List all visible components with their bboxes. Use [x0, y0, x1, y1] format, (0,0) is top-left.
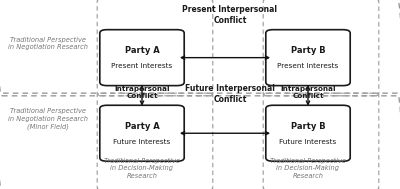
- Text: Present Interpersonal
Conflict: Present Interpersonal Conflict: [182, 5, 278, 25]
- Text: Future Interpersonal
Conflict: Future Interpersonal Conflict: [185, 84, 275, 104]
- Text: Traditional Perspective
in Negotiation Research: Traditional Perspective in Negotiation R…: [8, 36, 88, 50]
- Text: Traditional Perspective
in Decision-Making
Research: Traditional Perspective in Decision-Maki…: [270, 157, 346, 179]
- Text: Party A: Party A: [125, 46, 159, 55]
- Text: Party B: Party B: [291, 46, 325, 55]
- Text: Traditional Perspective
in Decision-Making
Research: Traditional Perspective in Decision-Maki…: [104, 157, 180, 179]
- Text: Traditional Perspective
in Negotiation Research
(Minor Field): Traditional Perspective in Negotiation R…: [8, 108, 88, 130]
- Text: Intrapersonal
Conflict: Intrapersonal Conflict: [114, 86, 170, 99]
- Text: Party B: Party B: [291, 122, 325, 131]
- FancyBboxPatch shape: [100, 105, 184, 161]
- Text: Future Interests: Future Interests: [279, 139, 337, 145]
- Text: Future Interests: Future Interests: [113, 139, 171, 145]
- Text: Intrapersonal
Conflict: Intrapersonal Conflict: [280, 86, 336, 99]
- Text: Party A: Party A: [125, 122, 159, 131]
- Text: Present Interests: Present Interests: [277, 63, 339, 69]
- Text: Present Interests: Present Interests: [111, 63, 173, 69]
- FancyBboxPatch shape: [266, 105, 350, 161]
- FancyBboxPatch shape: [266, 30, 350, 86]
- FancyBboxPatch shape: [100, 30, 184, 86]
